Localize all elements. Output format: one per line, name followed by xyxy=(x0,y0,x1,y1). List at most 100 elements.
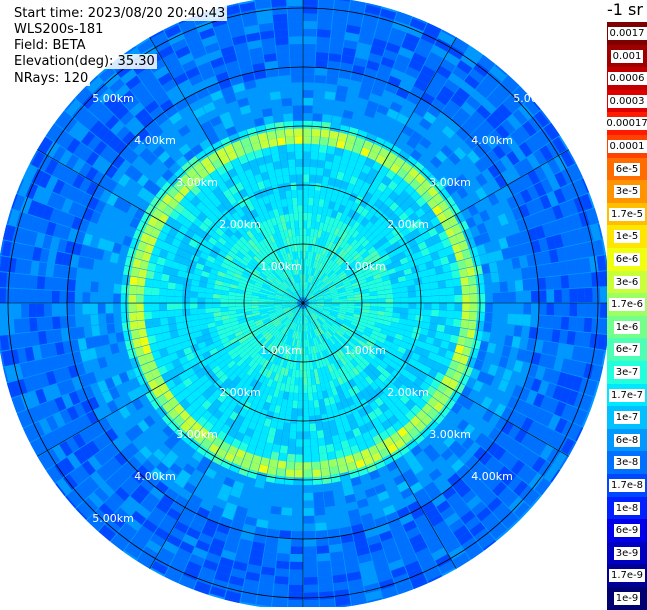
ring-label: 1.00km xyxy=(260,344,302,357)
range-gate xyxy=(323,490,334,500)
range-gate xyxy=(287,320,293,328)
range-gate xyxy=(368,542,383,553)
range-gate xyxy=(558,330,569,344)
range-gate xyxy=(419,456,433,469)
range-gate xyxy=(295,159,303,167)
range-gate xyxy=(286,461,295,470)
range-gate xyxy=(282,105,293,115)
range-gate xyxy=(316,298,324,301)
range-gate xyxy=(193,378,203,389)
range-gate xyxy=(303,74,315,83)
range-gate xyxy=(282,297,290,301)
range-gate xyxy=(375,441,387,452)
range-gate xyxy=(311,268,316,276)
range-gate xyxy=(335,256,343,265)
range-gate xyxy=(306,259,310,267)
range-gate xyxy=(167,420,180,432)
range-gate xyxy=(52,179,65,195)
range-gate xyxy=(241,353,250,362)
range-gate xyxy=(297,251,301,259)
range-gate xyxy=(113,313,122,323)
range-gate xyxy=(568,230,579,246)
range-gate xyxy=(502,513,519,529)
range-gate xyxy=(331,275,339,282)
range-gate xyxy=(327,528,340,538)
range-gate xyxy=(315,294,323,299)
range-gate xyxy=(198,318,208,325)
range-gate xyxy=(377,129,389,141)
range-gate xyxy=(347,387,356,397)
range-gate xyxy=(326,184,334,194)
range-gate xyxy=(466,495,482,510)
range-gate xyxy=(424,85,440,99)
range-gate xyxy=(407,373,418,383)
range-gate xyxy=(223,143,235,155)
range-gate xyxy=(501,421,514,436)
range-gate xyxy=(266,304,275,307)
range-gate xyxy=(285,310,292,316)
range-gate xyxy=(68,391,81,406)
range-gate xyxy=(322,390,329,399)
range-gate xyxy=(306,292,312,299)
range-gate xyxy=(592,303,601,318)
range-gate xyxy=(386,552,402,564)
range-gate xyxy=(413,488,428,501)
range-gate xyxy=(364,487,377,499)
range-gate xyxy=(401,161,413,173)
range-gate xyxy=(404,184,416,196)
range-gate xyxy=(303,308,305,317)
range-gate xyxy=(193,487,207,500)
range-gate xyxy=(229,337,239,345)
range-gate xyxy=(0,256,2,269)
range-gate xyxy=(254,215,262,225)
range-gate xyxy=(471,110,486,125)
range-gate xyxy=(267,275,275,282)
range-gate xyxy=(278,314,286,320)
range-gate xyxy=(344,224,352,234)
range-gate xyxy=(195,262,205,271)
range-gate xyxy=(235,306,244,310)
range-gate xyxy=(282,391,289,400)
range-gate xyxy=(348,578,364,589)
range-gate xyxy=(346,501,359,512)
azimuth-line xyxy=(149,302,304,569)
range-gate xyxy=(263,53,277,63)
range-gate xyxy=(276,52,290,61)
range-gate xyxy=(315,295,324,299)
range-gate xyxy=(423,289,432,297)
colorbar-entry-label: 1.7e-6 xyxy=(608,298,646,312)
range-gate xyxy=(297,416,303,424)
range-gate xyxy=(221,286,230,292)
range-gate xyxy=(309,275,314,284)
range-gate xyxy=(214,356,224,366)
range-gate xyxy=(522,314,531,327)
range-gate xyxy=(513,360,524,373)
range-gate xyxy=(260,408,268,418)
range-gate xyxy=(178,514,193,527)
range-gate xyxy=(276,290,284,295)
range-gate xyxy=(390,492,404,505)
range-gate xyxy=(314,309,322,315)
range-gate xyxy=(94,487,109,503)
range-gate xyxy=(134,346,145,357)
range-gate xyxy=(137,67,153,81)
range-gate xyxy=(439,303,447,311)
range-gate xyxy=(336,85,349,95)
range-gate xyxy=(331,345,338,353)
range-gate xyxy=(350,250,359,258)
range-gate xyxy=(270,284,278,290)
range-gate xyxy=(161,413,174,425)
range-gate xyxy=(303,67,315,75)
range-gate xyxy=(283,121,294,130)
range-gate xyxy=(127,389,139,402)
range-gate xyxy=(360,370,369,379)
range-gate xyxy=(258,383,267,393)
range-gate xyxy=(257,222,266,232)
range-gate xyxy=(361,289,370,294)
range-gate xyxy=(52,223,64,238)
range-gate xyxy=(433,474,447,488)
range-gate xyxy=(485,71,502,88)
range-gate xyxy=(145,270,155,280)
range-gate xyxy=(324,321,332,328)
range-gate xyxy=(394,364,405,374)
